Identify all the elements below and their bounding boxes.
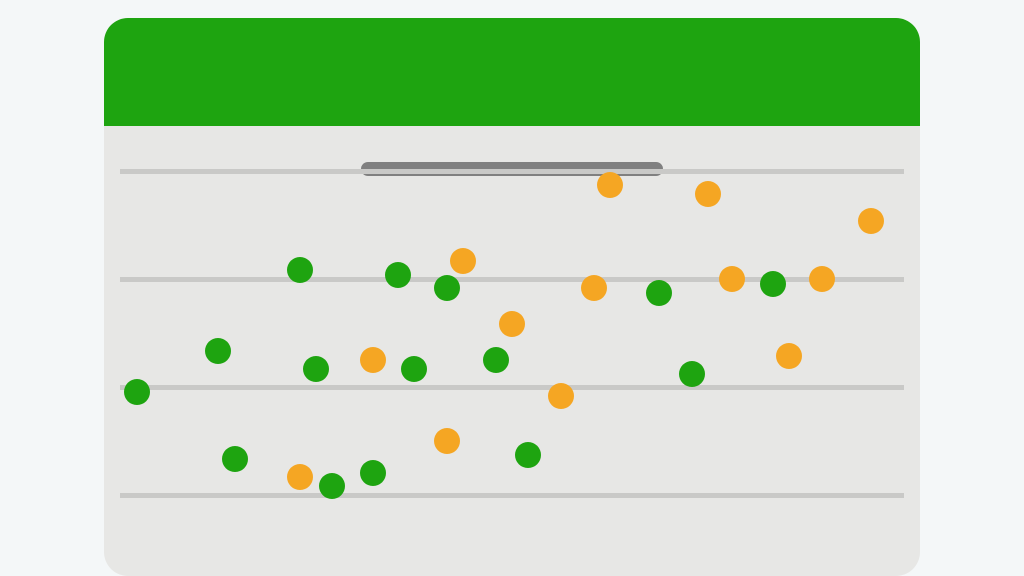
stage [0,0,1024,576]
data-point-green [760,271,786,297]
data-point-orange [434,428,460,454]
data-point-orange [287,464,313,490]
data-point-orange [499,311,525,337]
gridline [120,385,903,390]
data-point-orange [809,266,835,292]
gridline [120,169,903,174]
data-point-orange [450,248,476,274]
scatter-plot [104,126,920,576]
data-point-orange [858,208,884,234]
data-point-orange [597,172,623,198]
data-point-green [205,338,231,364]
data-point-green [434,275,460,301]
gridline [120,493,903,498]
data-point-green [401,356,427,382]
data-point-green [360,460,386,486]
chart-card [104,18,920,576]
data-point-green [124,379,150,405]
data-point-green [515,442,541,468]
data-point-orange [776,343,802,369]
data-point-green [385,262,411,288]
data-point-orange [548,383,574,409]
data-point-green [222,446,248,472]
data-point-orange [360,347,386,373]
gridline [120,277,903,282]
data-point-orange [719,266,745,292]
data-point-green [646,280,672,306]
data-point-orange [695,181,721,207]
data-point-orange [581,275,607,301]
data-point-green [303,356,329,382]
card-header [104,18,920,126]
data-point-green [679,361,705,387]
data-point-green [287,257,313,283]
data-point-green [319,473,345,499]
data-point-green [483,347,509,373]
